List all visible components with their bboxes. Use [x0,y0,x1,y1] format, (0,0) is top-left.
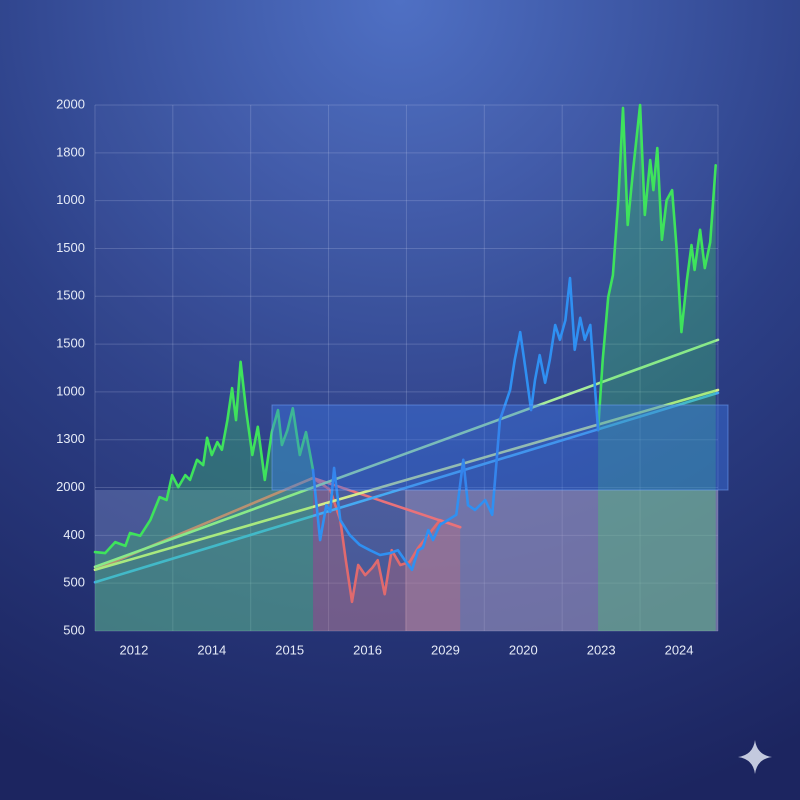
x-tick-label: 2014 [197,642,226,657]
series-line [93,338,720,569]
y-tick-label: 1300 [56,431,85,446]
x-tick-label: 2023 [587,642,616,657]
x-tick-label: 2029 [431,642,460,657]
y-tick-label: 1500 [56,240,85,255]
y-tick-label: 400 [63,527,85,542]
sparkle-icon [738,740,772,774]
x-tick-label: 2016 [353,642,382,657]
y-tick-label: 1800 [56,144,85,159]
series-line [93,391,720,584]
axis-labels: 500 500 400 2000 1300 1000 1500 1500 1500 1000 180… [56,96,693,657]
y-tick-label: 2000 [56,479,85,494]
y-tick-label: 1500 [56,336,85,351]
series-line [311,276,600,572]
x-tick-label: 2020 [509,642,538,657]
y-tick-label: 1500 [56,288,85,303]
y-tick-label: 500 [63,622,85,637]
y-tick-label: 2000 [56,96,85,111]
series-line [93,103,717,555]
x-tick-label: 2024 [665,642,694,657]
x-tick-label: 2015 [275,642,304,657]
y-tick-label: 1000 [56,383,85,398]
y-tick-label: 1000 [56,192,85,207]
plot [93,103,720,631]
series-line [311,476,462,604]
area-fill [598,105,716,631]
y-tick-label: 500 [63,575,85,590]
highlight-band [271,404,729,491]
shaded-band [95,490,405,631]
series-line [93,388,720,572]
x-tick-label: 2012 [119,642,148,657]
area-fill [95,361,314,631]
